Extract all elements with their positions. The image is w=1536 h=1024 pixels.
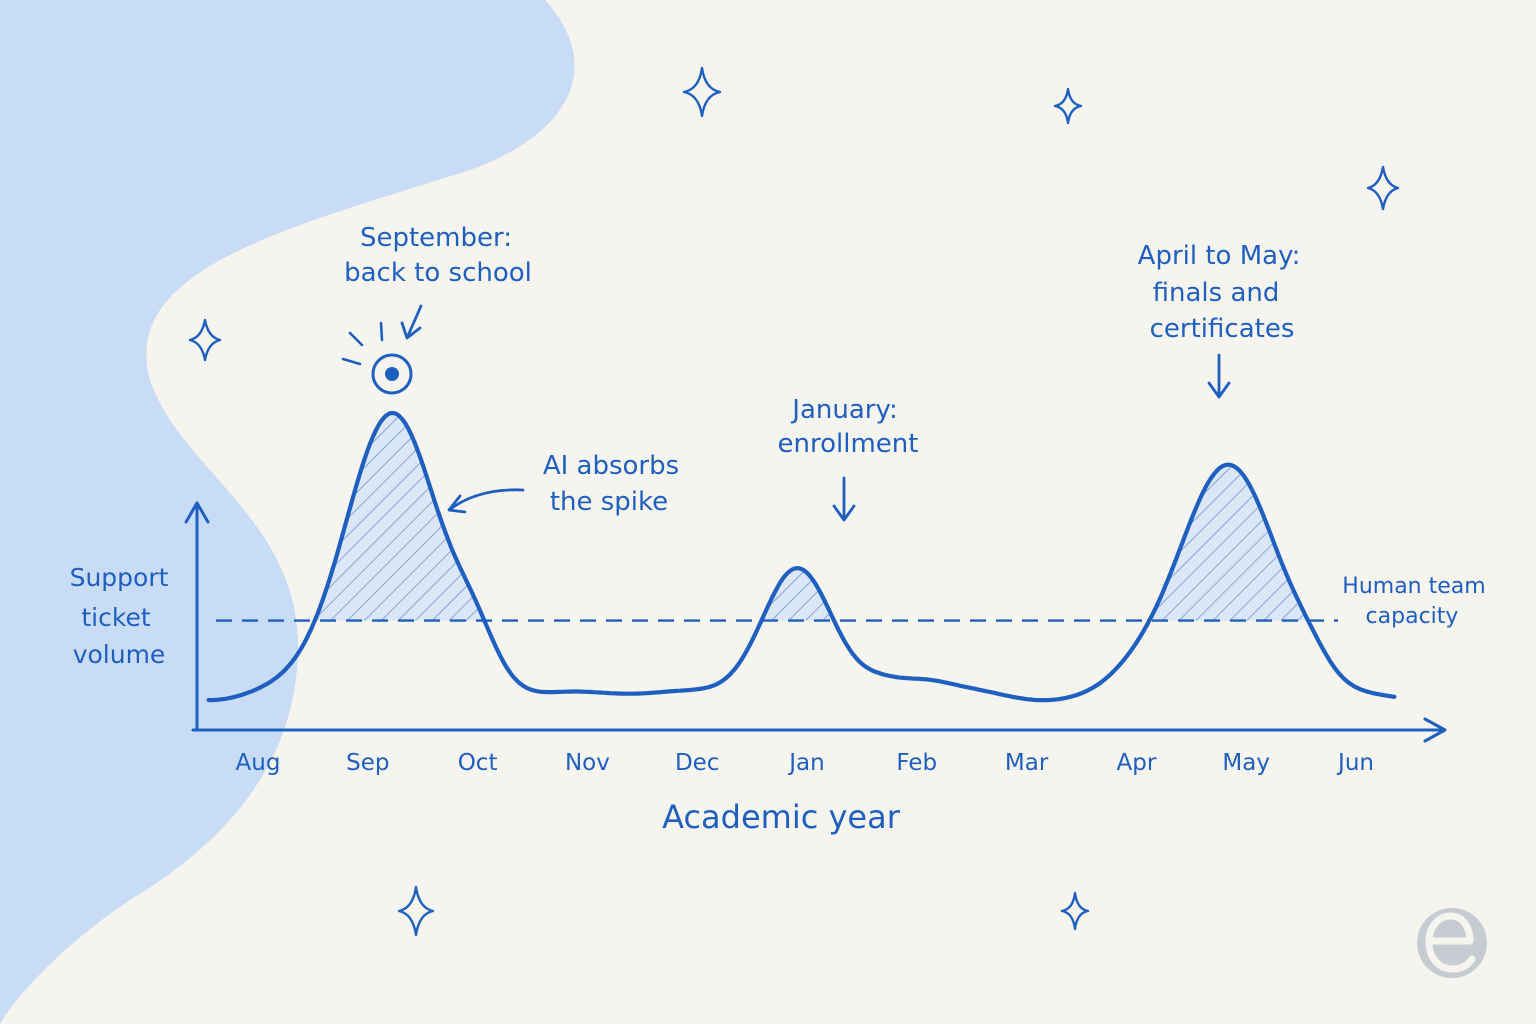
x-tick-label-nov: Nov — [565, 750, 610, 776]
ai-spike-annotation-line-1: AI absorbs — [543, 451, 679, 481]
x-tick-label-sep: Sep — [346, 750, 389, 776]
data-point-nov — [584, 695, 590, 701]
sparkle-icon — [1053, 87, 1083, 125]
x-tick-label-dec: Dec — [675, 750, 720, 776]
x-tick-label-apr: Apr — [1117, 750, 1157, 776]
data-point-apr — [1133, 669, 1139, 675]
axes — [184, 501, 1447, 743]
sparkle-icons — [188, 66, 1400, 937]
may-arrow — [1207, 353, 1231, 399]
ai-spike-arrow — [447, 488, 525, 514]
data-point-dec — [694, 695, 700, 701]
september-annotation-line-2: back to school — [344, 258, 532, 288]
september-annotation-line-1: September: — [360, 223, 512, 253]
data-point-sep — [365, 411, 371, 417]
data-point-oct — [475, 633, 481, 639]
january-annotation-line-1: January: — [790, 395, 897, 425]
y-axis-label-line-2: ticket — [81, 603, 150, 632]
september-peak-highlight — [341, 321, 413, 395]
sparkle-icon — [1366, 165, 1400, 211]
background-blob — [0, 0, 575, 1024]
y-axis-label-line-1: Support — [70, 563, 169, 592]
x-axis-title: Academic year — [662, 798, 901, 836]
capacity-label-line-2: capacity — [1366, 604, 1459, 629]
sparkle-icon — [682, 66, 722, 118]
sparkle-icon — [1060, 891, 1090, 931]
x-tick-label-oct: Oct — [458, 750, 498, 776]
x-tick-label-feb: Feb — [896, 750, 937, 776]
may-annotation-line-3: certificates — [1150, 314, 1295, 344]
y-axis-arrowhead — [184, 501, 210, 524]
capacity-label-line-1: Human team — [1342, 574, 1485, 599]
overflow-hatch-area — [208, 413, 1395, 621]
september-arrow — [400, 304, 423, 340]
may-annotation-line-2: finals and — [1153, 278, 1280, 308]
may-annotation-line-1: April to May: — [1138, 241, 1301, 271]
series-line — [206, 410, 1397, 703]
data-point-jan — [804, 561, 810, 567]
y-axis-label-line-3: volume — [73, 640, 166, 669]
annotation-arrows — [400, 304, 1231, 522]
january-arrow — [832, 476, 856, 522]
x-tick-label-aug: Aug — [236, 750, 281, 776]
peak-emphasis-ticks — [341, 321, 384, 366]
logo-e-icon — [1417, 908, 1487, 978]
x-tick-label-jan: Jan — [787, 750, 824, 776]
sparkle-icon — [397, 885, 435, 937]
peak-ring — [371, 353, 413, 395]
x-axis-arrowhead — [1423, 717, 1447, 743]
x-tick-label-mar: Mar — [1005, 750, 1049, 776]
x-tick-label-may: May — [1222, 750, 1270, 776]
peak-dot — [385, 367, 399, 381]
data-point-feb — [914, 664, 920, 670]
x-tick-label-jun: Jun — [1336, 750, 1374, 776]
ai-spike-annotation-line-2: the spike — [550, 487, 668, 517]
sparkle-icon — [188, 318, 222, 362]
january-annotation-line-2: enrollment — [778, 429, 919, 459]
data-point-jun — [1353, 690, 1359, 696]
